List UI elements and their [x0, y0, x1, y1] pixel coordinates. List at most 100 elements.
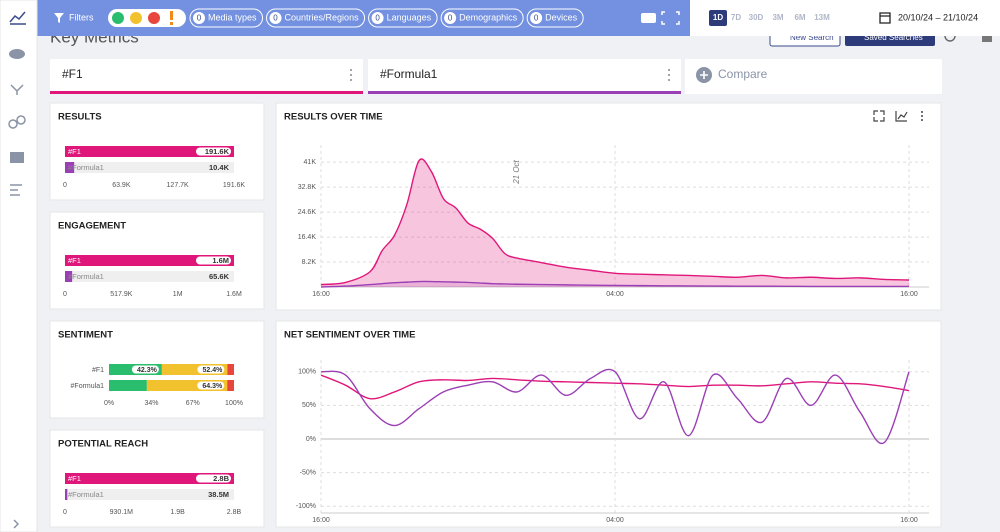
y-tick-label: -50% — [300, 469, 316, 476]
bar-track — [65, 489, 234, 500]
area-fill — [321, 159, 909, 287]
search-card[interactable] — [368, 59, 681, 94]
x-tick-label: 16:00 — [900, 517, 918, 524]
compare-card[interactable] — [685, 59, 942, 94]
x-tick-label: 16:00 — [312, 291, 330, 298]
nav-influencers[interactable] — [10, 84, 24, 95]
chip-count: 0 — [197, 14, 202, 23]
filter-chip[interactable] — [189, 8, 264, 28]
chip-label: Media types — [208, 12, 257, 22]
search-card[interactable] — [50, 59, 363, 94]
filter-chip[interactable] — [368, 8, 438, 28]
range-button[interactable]: 6M — [794, 13, 805, 22]
value-label: 38.5M — [208, 490, 229, 499]
x-tick-label: 67% — [186, 400, 200, 407]
line — [320, 374, 910, 400]
x-tick-label: 16:00 — [900, 291, 918, 298]
nav-map[interactable] — [10, 152, 24, 163]
chip-count-bg — [371, 12, 384, 24]
y-tick-label: 50% — [302, 402, 316, 409]
category-label: #F1 — [92, 367, 104, 374]
filter-chip[interactable] — [526, 8, 584, 28]
filter-chips: 0 Media types 0 Countries/Regions 0 Languages… — [189, 8, 584, 28]
negative-icon[interactable] — [148, 12, 160, 24]
x-tick-label: 16:00 — [312, 517, 330, 524]
y-tick-label: 100% — [298, 369, 316, 376]
bar — [65, 489, 68, 500]
chip-count: 0 — [375, 14, 380, 23]
bar-segment — [109, 380, 147, 391]
bar-label: #Formula1 — [68, 490, 104, 499]
x-tick-label: 04:00 — [606, 291, 624, 298]
bar — [65, 146, 234, 157]
range-button[interactable]: 3M — [772, 13, 783, 22]
sentiment-filter[interactable] — [108, 9, 186, 27]
range-button[interactable]: 1D — [713, 13, 723, 22]
bar-segment — [161, 364, 228, 375]
line — [320, 368, 910, 445]
line — [320, 158, 910, 286]
x-tick-label: 0% — [104, 400, 114, 407]
search-name: #F1 — [62, 67, 83, 81]
sidebar — [0, 0, 38, 532]
sidebar-expand[interactable] — [13, 519, 20, 529]
line — [320, 280, 909, 288]
chip-count-bg — [193, 12, 205, 24]
menu-dot — [921, 111, 923, 113]
alert-icon[interactable] — [170, 11, 173, 20]
fullscreen-icon[interactable] — [661, 11, 680, 25]
panel — [275, 320, 942, 528]
filter-chip[interactable] — [266, 8, 366, 28]
bar — [65, 162, 75, 173]
value-label: 1.6M — [212, 256, 229, 265]
neutral-icon[interactable] — [130, 12, 142, 24]
bar-label: #Formula1 — [68, 163, 104, 172]
range-button[interactable]: 13M — [814, 13, 830, 22]
date-range[interactable]: 20/10/24 – 21/10/24 — [898, 12, 978, 22]
menu-dot — [668, 79, 670, 81]
chip-count: 0 — [534, 14, 539, 23]
chip-count-bg — [530, 12, 543, 24]
chip-label: Devices — [545, 12, 578, 22]
bar-label: #Formula1 — [68, 272, 104, 281]
x-tick-label: 100% — [225, 400, 243, 407]
new-search-label: New Search — [790, 33, 834, 42]
compare-plus — [700, 71, 708, 79]
expand-icon[interactable] — [873, 110, 885, 122]
range-button[interactable]: 7D — [731, 13, 741, 22]
x-tick-label: 63.9K — [112, 182, 131, 189]
range-active — [709, 10, 727, 26]
bar-track — [65, 162, 234, 173]
compare-label: Compare — [718, 67, 768, 81]
panel-title: POTENTIAL REACH — [58, 439, 148, 450]
y-tick-label: 41K — [304, 159, 317, 166]
nav-demographics[interactable] — [8, 119, 18, 129]
bar — [65, 271, 73, 282]
value-label: 2.8B — [213, 474, 229, 483]
menu-dot — [668, 69, 670, 71]
panel — [275, 102, 942, 311]
calendar-icon[interactable] — [879, 12, 891, 24]
clear-icon[interactable] — [641, 13, 656, 23]
range-button[interactable]: 30D — [749, 13, 764, 22]
panel-title: RESULTS — [58, 112, 102, 123]
nav-topics[interactable] — [9, 49, 25, 59]
bar-label: #F1 — [68, 256, 81, 265]
x-tick-label: 04:00 — [606, 517, 624, 524]
search-name: #Formula1 — [380, 67, 438, 81]
nav-reports[interactable] — [10, 184, 22, 196]
filter-chip[interactable] — [440, 8, 524, 28]
bar-track — [65, 271, 234, 282]
x-tick-label: 191.6K — [223, 182, 246, 189]
chip-count-bg — [269, 12, 282, 24]
filters-label[interactable]: Filters — [69, 12, 94, 22]
value-label: 64.3% — [202, 383, 223, 390]
alert-icon-dot[interactable] — [170, 22, 173, 25]
saved-searches-label: Saved Searches — [864, 33, 923, 42]
filter-icon — [54, 13, 64, 23]
chart-type-icon[interactable] — [895, 111, 908, 122]
nav-metrics[interactable] — [9, 11, 26, 25]
positive-icon[interactable] — [112, 12, 124, 24]
